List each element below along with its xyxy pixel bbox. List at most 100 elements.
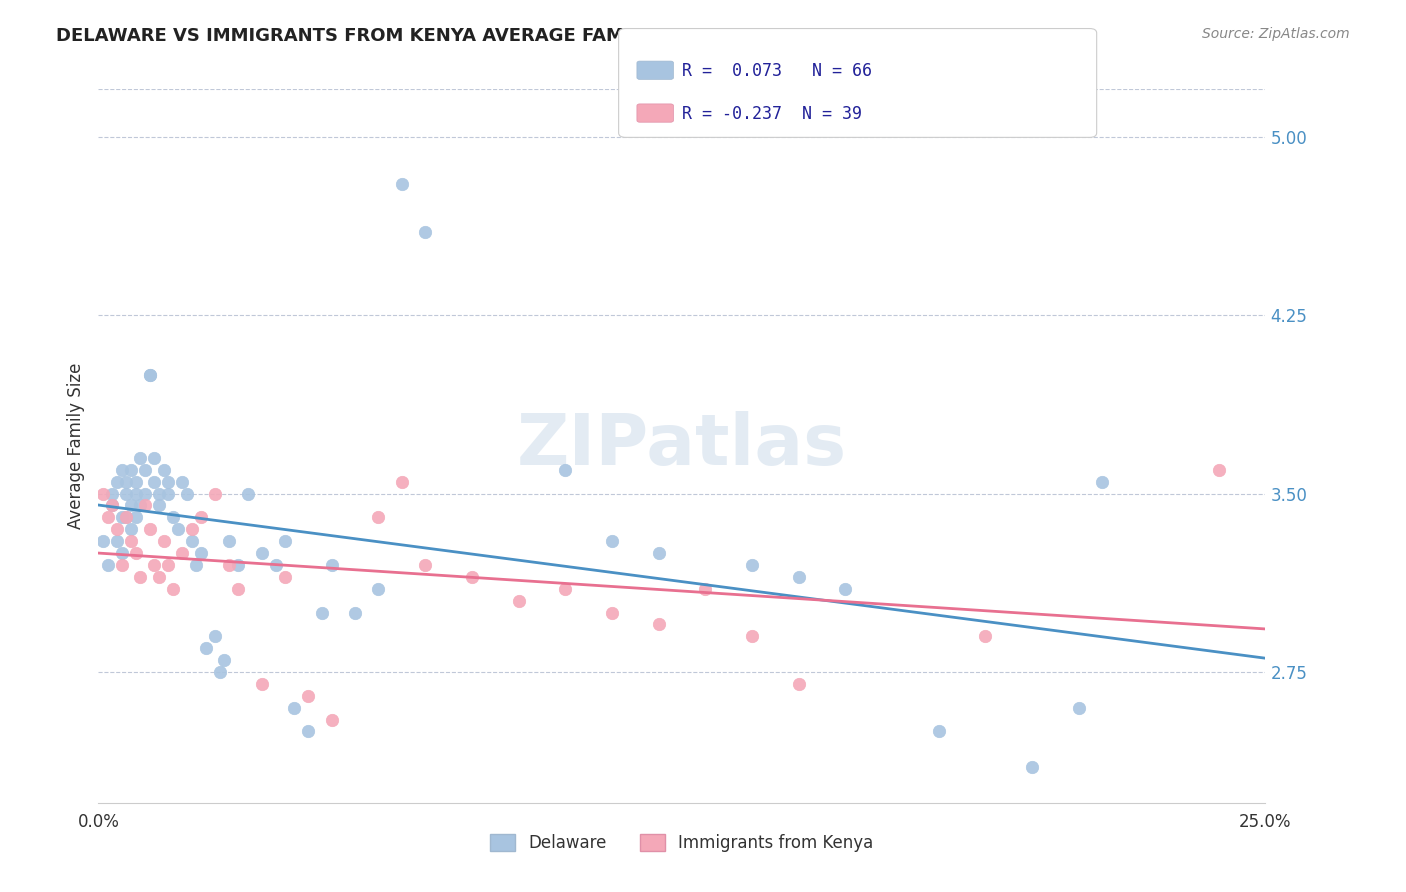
- Point: [180, 534, 202, 549]
- Point: [125, 475, 148, 489]
- Point: [157, 486, 180, 500]
- Point: [180, 522, 202, 536]
- Point: [111, 463, 134, 477]
- Point: [129, 499, 152, 513]
- Point: [139, 522, 162, 536]
- Point: [186, 558, 208, 572]
- Point: [129, 450, 152, 465]
- Legend: Delaware, Immigrants from Kenya: Delaware, Immigrants from Kenya: [484, 827, 880, 859]
- Point: [204, 486, 226, 500]
- Point: [647, 617, 669, 632]
- Point: [228, 582, 250, 596]
- Point: [97, 558, 120, 572]
- Point: [148, 486, 170, 500]
- Point: [218, 558, 240, 572]
- Point: [367, 582, 389, 596]
- Point: [1021, 760, 1043, 774]
- Point: [134, 486, 156, 500]
- Point: [162, 510, 184, 524]
- Point: [264, 558, 287, 572]
- Point: [97, 510, 120, 524]
- Point: [787, 570, 810, 584]
- Point: [129, 570, 152, 584]
- Text: DELAWARE VS IMMIGRANTS FROM KENYA AVERAGE FAMILY SIZE CORRELATION CHART: DELAWARE VS IMMIGRANTS FROM KENYA AVERAG…: [56, 27, 925, 45]
- Point: [115, 475, 138, 489]
- Point: [274, 570, 297, 584]
- Point: [834, 582, 856, 596]
- Point: [172, 475, 194, 489]
- Point: [250, 677, 273, 691]
- Text: R =  0.073   N = 66: R = 0.073 N = 66: [682, 62, 872, 80]
- Point: [148, 499, 170, 513]
- Point: [120, 522, 142, 536]
- Point: [508, 593, 530, 607]
- Point: [176, 486, 198, 500]
- Point: [143, 475, 166, 489]
- Text: ZIPatlas: ZIPatlas: [517, 411, 846, 481]
- Point: [111, 546, 134, 560]
- Point: [1208, 463, 1230, 477]
- Point: [190, 510, 212, 524]
- Point: [250, 546, 273, 560]
- Point: [157, 558, 180, 572]
- Point: [228, 558, 250, 572]
- Point: [413, 225, 436, 239]
- Point: [148, 570, 170, 584]
- Point: [152, 534, 174, 549]
- Point: [190, 546, 212, 560]
- Point: [600, 606, 623, 620]
- Point: [297, 689, 319, 703]
- Point: [115, 510, 138, 524]
- Point: [125, 546, 148, 560]
- Point: [461, 570, 484, 584]
- Point: [367, 510, 389, 524]
- Point: [311, 606, 333, 620]
- Point: [1091, 475, 1114, 489]
- Point: [1067, 700, 1090, 714]
- Point: [236, 486, 259, 500]
- Point: [105, 534, 128, 549]
- Point: [120, 534, 142, 549]
- Point: [928, 724, 950, 739]
- Point: [274, 534, 297, 549]
- Point: [166, 522, 188, 536]
- Point: [105, 475, 128, 489]
- Y-axis label: Average Family Size: Average Family Size: [66, 363, 84, 529]
- Point: [143, 450, 166, 465]
- Point: [111, 558, 134, 572]
- Point: [600, 534, 623, 549]
- Point: [111, 510, 134, 524]
- Point: [413, 558, 436, 572]
- Point: [391, 475, 413, 489]
- Point: [134, 499, 156, 513]
- Point: [157, 475, 180, 489]
- Point: [139, 368, 162, 382]
- Point: [321, 713, 343, 727]
- Point: [115, 510, 138, 524]
- Point: [91, 534, 114, 549]
- Point: [143, 558, 166, 572]
- Point: [139, 368, 162, 382]
- Point: [321, 558, 343, 572]
- Point: [974, 629, 997, 643]
- Point: [695, 582, 717, 596]
- Point: [208, 665, 231, 679]
- Point: [125, 510, 148, 524]
- Point: [152, 463, 174, 477]
- Point: [787, 677, 810, 691]
- Text: R = -0.237  N = 39: R = -0.237 N = 39: [682, 105, 862, 123]
- Point: [162, 582, 184, 596]
- Point: [134, 463, 156, 477]
- Point: [647, 546, 669, 560]
- Point: [218, 534, 240, 549]
- Point: [297, 724, 319, 739]
- Point: [115, 486, 138, 500]
- Point: [741, 558, 763, 572]
- Point: [105, 522, 128, 536]
- Point: [101, 499, 124, 513]
- Point: [101, 499, 124, 513]
- Point: [554, 582, 576, 596]
- Point: [91, 486, 114, 500]
- Point: [391, 178, 413, 192]
- Point: [204, 629, 226, 643]
